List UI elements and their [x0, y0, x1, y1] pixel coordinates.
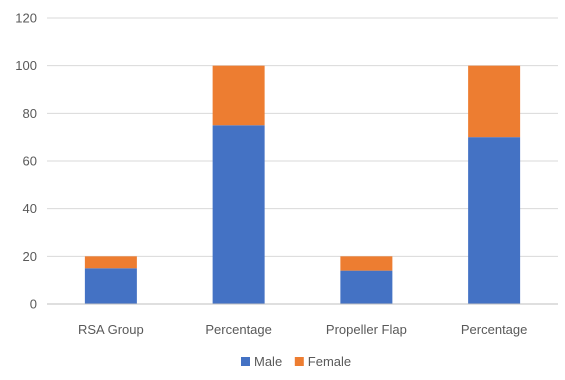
x-category-label: Percentage: [205, 322, 272, 337]
y-tick-label: 100: [15, 58, 37, 73]
bar-female-2: [340, 256, 393, 271]
bar-female-0: [84, 256, 137, 269]
bar-male-1: [212, 125, 265, 304]
y-tick-label: 60: [23, 154, 37, 169]
y-tick-label: 120: [15, 11, 37, 26]
bar-female-3: [468, 65, 521, 138]
legend-label-female: Female: [308, 354, 351, 369]
x-category-label: RSA Group: [78, 322, 144, 337]
bar-male-2: [340, 270, 393, 304]
legend: Male Female: [241, 354, 351, 369]
x-axis-labels: RSA Group Percentage Propeller Flap Percent…: [78, 322, 527, 337]
y-tick-label: 0: [30, 297, 37, 312]
y-tick-label: 40: [23, 201, 37, 216]
x-category-label: Propeller Flap: [326, 322, 407, 337]
y-tick-label: 20: [23, 249, 37, 264]
legend-label-male: Male: [254, 354, 282, 369]
y-tick-label: 80: [23, 106, 37, 121]
legend-swatch-female: [294, 357, 304, 366]
bar-male-0: [84, 268, 137, 304]
legend-swatch-male: [241, 357, 250, 366]
bar-male-3: [468, 137, 521, 304]
y-axis-ticks: 0 20 40 60 80 100 120: [15, 11, 37, 312]
bar-female-1: [212, 65, 265, 126]
bars: [84, 65, 521, 304]
x-category-label: Percentage: [461, 322, 528, 337]
